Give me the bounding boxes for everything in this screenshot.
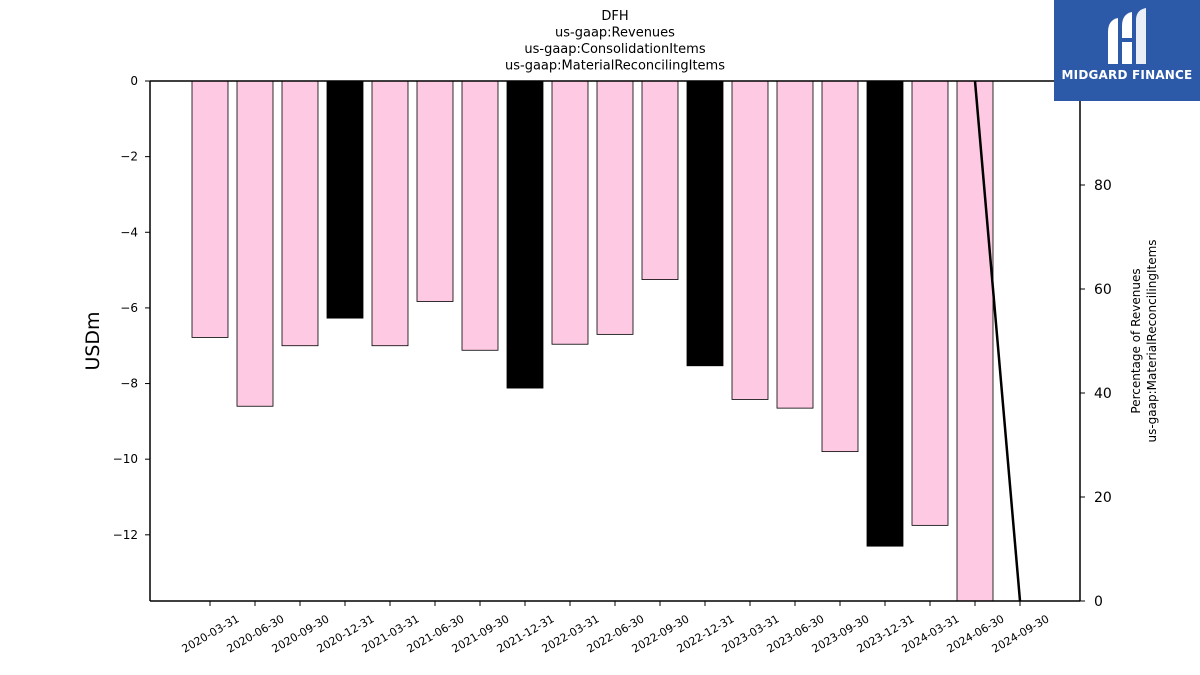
secondary-y-axis-label: Percentage of Revenues us-gaap:MaterialRe… — [1129, 239, 1159, 442]
y-tick-label: 0 — [130, 74, 138, 88]
bar — [911, 80, 949, 526]
secondary-y-axis-label-line: us-gaap:MaterialReconcilingItems — [1145, 239, 1159, 442]
bar — [326, 80, 364, 319]
bar — [731, 80, 769, 400]
chart-title-line: us-gaap:MaterialReconcilingItems — [505, 59, 725, 74]
y2-tick-label: 80 — [1094, 178, 1112, 194]
y2-tick-label: 40 — [1094, 386, 1112, 402]
bar — [596, 80, 634, 335]
chart-title-line: us-gaap:Revenues — [555, 26, 675, 41]
bar — [821, 80, 859, 453]
y-tick-label: −12 — [113, 528, 138, 542]
bar — [551, 80, 589, 345]
secondary-y-axis-ticks: 0 20 40 60 80 — [1080, 178, 1112, 610]
bar — [956, 80, 994, 602]
bar — [506, 80, 544, 389]
bar — [281, 80, 319, 347]
y2-tick-label: 20 — [1094, 490, 1112, 506]
bar — [461, 80, 499, 351]
y-tick-label: −6 — [120, 301, 138, 315]
secondary-y-axis-label-line: Percentage of Revenues — [1129, 268, 1143, 413]
logo-text: MIDGARD FINANCE — [1061, 68, 1193, 82]
percentage-line — [973, 80, 1022, 602]
bar — [371, 80, 409, 347]
bar-series — [191, 80, 994, 602]
bar — [776, 80, 814, 409]
bar — [641, 80, 679, 280]
percentage-line-series — [973, 80, 1022, 602]
chart-title: DFH us-gaap:Revenuesus-gaap:Consolidation… — [505, 9, 725, 74]
x-axis-ticks: 2020-03-312020-06-302020-09-302020-12-31… — [180, 601, 1052, 656]
logo: MIDGARD FINANCE — [1054, 0, 1200, 101]
y-tick-label: −8 — [120, 377, 138, 391]
logo-mark-icon — [1108, 8, 1146, 64]
bar — [236, 80, 274, 407]
y2-tick-label: 0 — [1094, 594, 1103, 610]
y-tick-label: −4 — [120, 225, 138, 239]
y2-tick-label: 60 — [1094, 282, 1112, 298]
chart-title-line: DFH — [601, 9, 628, 24]
bar — [686, 80, 724, 367]
bar — [416, 80, 454, 302]
chart-title-line: us-gaap:ConsolidationItems — [524, 42, 705, 57]
y-tick-label: −2 — [120, 150, 138, 164]
bar — [191, 80, 229, 338]
y-axis-ticks: 0 −2 −4 −6 −8 −10 −12 — [113, 74, 150, 542]
y-axis-label: USDm — [82, 311, 104, 370]
y-tick-label: −10 — [113, 452, 138, 466]
bar — [866, 80, 904, 547]
